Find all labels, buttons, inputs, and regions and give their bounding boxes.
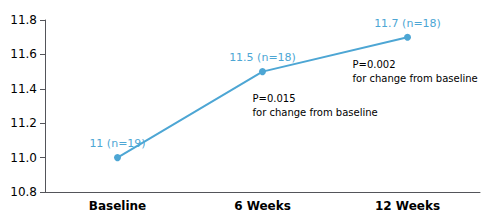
svg-text:10.8: 10.8 bbox=[10, 185, 37, 199]
svg-text:11.6: 11.6 bbox=[10, 47, 37, 61]
svg-text:11 (n=19): 11 (n=19) bbox=[89, 137, 145, 150]
svg-text:11.0: 11.0 bbox=[10, 151, 37, 165]
svg-text:for change from baseline: for change from baseline bbox=[253, 107, 378, 118]
svg-text:Baseline: Baseline bbox=[89, 199, 146, 213]
svg-text:for change from baseline: for change from baseline bbox=[353, 73, 478, 84]
svg-text:6 Weeks: 6 Weeks bbox=[234, 199, 291, 213]
svg-text:P=0.015: P=0.015 bbox=[253, 93, 296, 104]
svg-text:11.4: 11.4 bbox=[10, 82, 37, 96]
svg-text:11.7 (n=18): 11.7 (n=18) bbox=[374, 17, 441, 30]
svg-text:11.2: 11.2 bbox=[10, 116, 37, 130]
svg-text:11.8: 11.8 bbox=[10, 13, 37, 27]
svg-text:12 Weeks: 12 Weeks bbox=[375, 199, 440, 213]
svg-text:P=0.002: P=0.002 bbox=[353, 59, 396, 70]
svg-text:11.5 (n=18): 11.5 (n=18) bbox=[229, 51, 296, 64]
